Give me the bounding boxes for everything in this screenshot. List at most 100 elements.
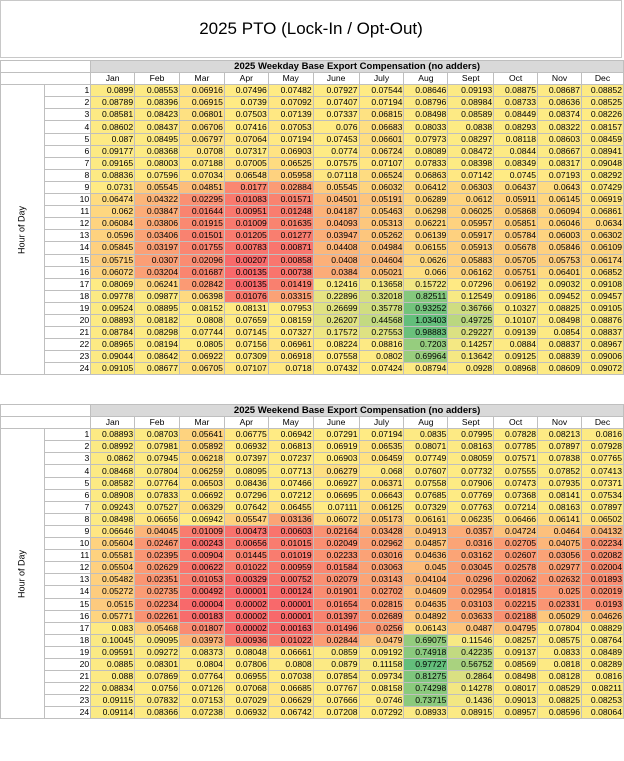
value-cell: 0.06032	[358, 180, 405, 195]
value-cell: 0.08297	[447, 132, 495, 146]
value-cell: 0.08213	[537, 428, 582, 442]
value-cell: 0.01687	[179, 265, 225, 279]
value-cell: 0.08834	[90, 682, 136, 696]
table-row: 3 0.08581 0.08423 0.06801 0.07503 0.07139 0.07…	[1, 108, 624, 122]
value-cell: 0.03204	[134, 265, 180, 279]
month-header: Jan	[90, 72, 136, 86]
hour-label: 2	[43, 96, 92, 110]
value-cell: 0.00004	[179, 597, 225, 611]
value-cell: 0.06932	[223, 440, 269, 454]
value-cell: 0.00207	[223, 253, 269, 267]
value-cell: 0.00002	[223, 609, 269, 623]
value-cell: 0.06302	[580, 229, 624, 243]
value-cell: 0.0745	[493, 168, 539, 182]
value-cell: 0.08646	[403, 84, 449, 98]
hour-label: 17	[43, 277, 92, 291]
month-header: Mar	[179, 72, 225, 86]
value-cell: 0.03406	[134, 229, 180, 243]
value-cell: 0.08033	[403, 120, 449, 134]
value-cell: 0.08224	[312, 338, 360, 352]
value-cell: 0.04322	[134, 193, 180, 207]
value-cell: 0.00001	[223, 585, 269, 599]
value-cell: 0.08398	[447, 156, 495, 170]
value-cell: 0.08158	[358, 682, 405, 696]
value-cell: 0.04913	[403, 524, 449, 539]
value-cell: 0.0177	[223, 180, 269, 195]
value-cell: 0.09048	[580, 156, 624, 170]
value-cell: 0.02844	[312, 633, 360, 647]
value-cell: 0.01445	[223, 549, 269, 563]
value-cell: 0.07107	[358, 156, 405, 170]
value-cell: 0.04093	[312, 217, 360, 231]
value-cell: 0.08908	[90, 488, 136, 502]
value-cell: 0.06643	[358, 488, 405, 502]
value-cell: 0.07496	[223, 84, 269, 98]
value-cell: 0.08933	[403, 706, 449, 720]
value-cell: 0.02261	[134, 609, 180, 623]
value-cell: 0.07869	[134, 670, 180, 684]
value-cell: 0.07139	[267, 108, 314, 122]
value-cell: 0.07838	[537, 452, 582, 466]
value-cell: 0.00163	[267, 621, 314, 635]
value-cell: 0.0756	[134, 682, 180, 696]
value-cell: 0.06683	[358, 120, 405, 134]
value-cell: 0.06797	[179, 132, 225, 146]
value-cell: 0.09114	[90, 706, 136, 720]
value-cell: 0.08582	[90, 476, 136, 490]
value-cell: 0.07194	[358, 428, 405, 442]
month-header: Oct	[493, 72, 539, 86]
value-cell: 0.08596	[537, 706, 582, 720]
value-cell: 0.08423	[134, 108, 180, 122]
value-cell: 0.05313	[358, 217, 405, 231]
table-row: 21 0.08784 0.08298 0.07744 0.07145 0.07327 0.1…	[1, 326, 624, 340]
value-cell: 0.07659	[223, 313, 269, 328]
value-cell: 0.07806	[223, 657, 269, 672]
value-cell: 0.025	[537, 585, 582, 599]
value-cell: 0.05547	[223, 512, 269, 526]
value-cell: 0.06916	[179, 84, 225, 98]
row-axis-label: Hour of Day	[16, 205, 27, 254]
value-cell: 0.05851	[493, 217, 539, 231]
value-cell: 0.08449	[493, 108, 539, 122]
value-cell: 0.08298	[134, 326, 180, 340]
value-cell: 0.08965	[90, 338, 136, 352]
row-axis-label-cell: Hour of Day	[0, 84, 45, 376]
value-cell: 0.06094	[537, 205, 582, 219]
value-cell: 0.08603	[537, 132, 582, 146]
value-cell: 0.0833	[537, 645, 582, 659]
value-cell: 0.0835	[403, 428, 449, 442]
value-cell: 0.05911	[493, 193, 539, 207]
table-row: 21 0.088 0.07869 0.07764 0.06955 0.07038 0.078…	[1, 670, 624, 684]
value-cell: 0.0316	[447, 537, 495, 551]
value-cell: 0.08636	[537, 96, 582, 110]
value-cell: 0.01496	[312, 621, 360, 635]
value-cell: 0.00002	[223, 621, 269, 635]
value-cell: 0.0296	[447, 573, 495, 587]
value-cell: 0.09013	[493, 694, 539, 708]
value-cell: 0.03162	[447, 549, 495, 563]
value-cell: 0.07407	[312, 96, 360, 110]
value-cell: 0.062	[90, 205, 136, 219]
value-cell: 0.09115	[90, 694, 136, 708]
table-row: 8 0.08498 0.06656 0.06942 0.05547 0.03136 0.06…	[1, 512, 624, 526]
value-cell: 0.00951	[223, 205, 269, 219]
value-cell: 0.06289	[403, 193, 449, 207]
value-cell: 0.09457	[580, 289, 624, 303]
value-cell: 0.08581	[90, 108, 136, 122]
value-cell: 0.07107	[223, 362, 269, 376]
value-cell: 0.07642	[223, 500, 269, 514]
hour-label: 3	[43, 108, 92, 122]
value-cell: 0.08733	[493, 96, 539, 110]
value-cell: 0.01815	[493, 585, 539, 599]
value-cell: 0.06398	[179, 289, 225, 303]
value-cell: 0.09272	[134, 645, 180, 659]
table-row: 17 0.083 0.05468 0.01807 0.00002 0.00163 0.014…	[1, 621, 624, 635]
value-cell: 0.00001	[267, 609, 314, 623]
value-cell: 0.06466	[493, 512, 539, 526]
value-cell: 0.09125	[493, 350, 539, 364]
value-cell: 0.08017	[493, 682, 539, 696]
value-cell: 0.06915	[179, 96, 225, 110]
value-cell: 0.088	[90, 670, 136, 684]
table-row: 2 0.08789 0.08396 0.06915 0.0739 0.07092 0.074…	[1, 96, 624, 110]
value-cell: 0.06646	[90, 524, 136, 539]
